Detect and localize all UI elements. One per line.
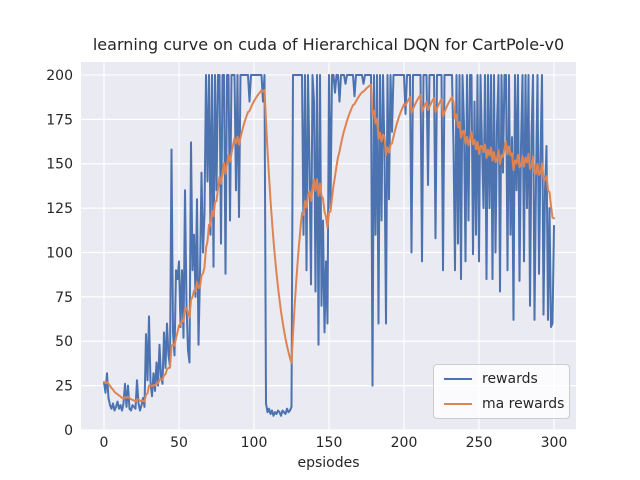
legend-item-ma-rewards: ma rewards [444,394,564,414]
y-tick-label: 125 [46,201,73,217]
rewards-line [103,74,555,417]
y-tick-label: 200 [46,68,73,84]
x-tick-label: 50 [170,435,188,451]
y-tick-label: 175 [46,112,73,128]
chart-title: learning curve on cuda of Hierarchical D… [92,35,565,54]
y-tick-label: 150 [46,157,73,173]
legend-label-ma-rewards: ma rewards [482,396,565,412]
ma-rewards-line [103,83,555,403]
y-tick-label: 100 [46,245,73,261]
legend-item-rewards: rewards [444,369,559,389]
x-tick-label: 300 [541,435,568,451]
ma-rewards-line-swatch [444,403,472,405]
x-tick-label: 0 [100,435,109,451]
y-tick-label: 25 [55,379,73,395]
x-tick-label: 200 [391,435,418,451]
legend: rewards ma rewards [433,364,570,419]
x-tick-label: 250 [466,435,493,451]
rewards-line-swatch [444,378,472,380]
x-axis-label: epsiodes [297,455,360,471]
y-tick-label: 50 [55,334,73,350]
y-tick-label: 0 [64,423,73,439]
y-tick-label: 75 [55,290,73,306]
x-tick-label: 100 [241,435,268,451]
legend-label-rewards: rewards [482,371,538,387]
x-tick-label: 150 [316,435,343,451]
